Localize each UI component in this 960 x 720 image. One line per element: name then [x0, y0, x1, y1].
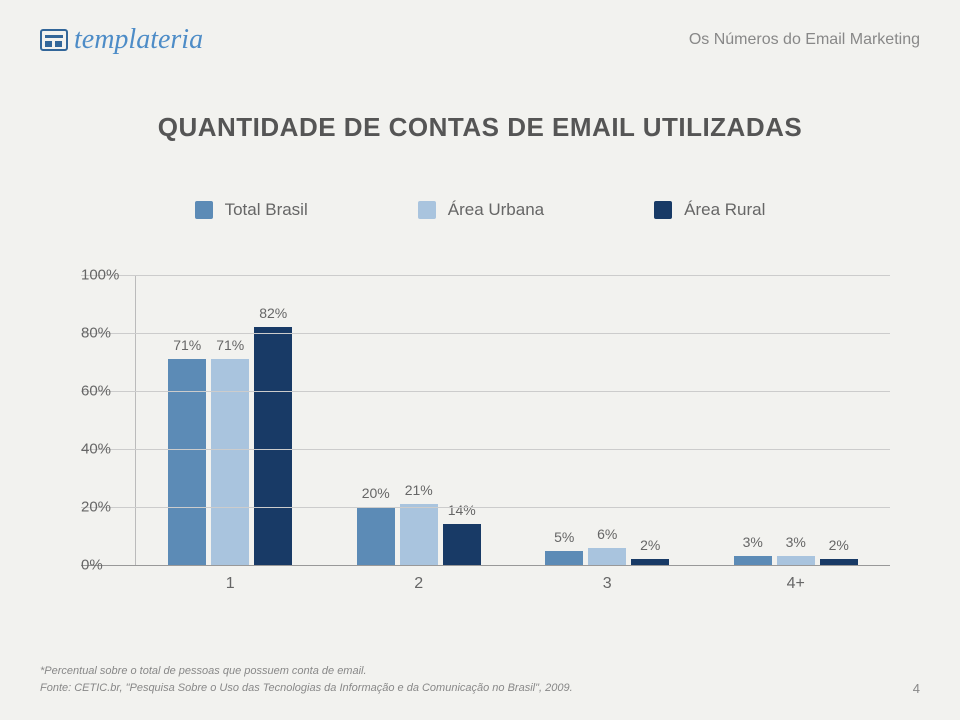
bar: 82%: [254, 327, 292, 565]
bars: 3%3%2%: [734, 556, 858, 565]
y-tick-label: 100%: [81, 267, 129, 284]
bar: 3%: [734, 556, 772, 565]
legend-item: Total Brasil: [195, 200, 308, 220]
bar-group: 20%21%14%2: [325, 275, 514, 565]
bar-value-label: 6%: [597, 526, 617, 542]
bars: 5%6%2%: [545, 548, 669, 565]
bars: 20%21%14%: [357, 504, 481, 565]
logo: templateria: [40, 24, 203, 56]
gridline: [81, 275, 890, 276]
legend-swatch: [654, 201, 672, 219]
y-tick-label: 20%: [81, 499, 129, 516]
header: templateria Os Números do Email Marketin…: [0, 24, 960, 56]
bar-value-label: 5%: [554, 529, 574, 545]
bar-value-label: 14%: [448, 502, 476, 518]
gridline: [81, 507, 890, 508]
gridline: [81, 565, 890, 566]
chart-title: QUANTIDADE DE CONTAS DE EMAIL UTILIZADAS: [0, 112, 960, 143]
bar-value-label: 82%: [259, 305, 287, 321]
legend-label: Total Brasil: [225, 200, 308, 220]
footnote-line-2: Fonte: CETIC.br, "Pesquisa Sobre o Uso d…: [40, 680, 920, 697]
y-tick-label: 60%: [81, 383, 129, 400]
bar: 5%: [545, 551, 583, 566]
category-label: 4+: [787, 575, 805, 593]
gridline: [81, 391, 890, 392]
legend-swatch: [418, 201, 436, 219]
category-label: 3: [603, 575, 612, 593]
bar: 21%: [400, 504, 438, 565]
bar-value-label: 2%: [829, 537, 849, 553]
bar-group: 71%71%82%1: [136, 275, 325, 565]
gridline: [81, 333, 890, 334]
bar: 20%: [357, 507, 395, 565]
page-title: Os Números do Email Marketing: [689, 31, 920, 49]
bar: 6%: [588, 548, 626, 565]
bar-group: 5%6%2%3: [513, 275, 702, 565]
category-label: 2: [414, 575, 423, 593]
logo-icon: [40, 29, 68, 51]
y-tick-label: 40%: [81, 441, 129, 458]
bar-group: 3%3%2%4+: [702, 275, 891, 565]
legend-item: Área Rural: [654, 200, 765, 220]
y-tick-label: 80%: [81, 325, 129, 342]
legend-swatch: [195, 201, 213, 219]
plot: 71%71%82%120%21%14%25%6%2%33%3%2%4+ 0%20…: [135, 275, 890, 565]
gridline: [81, 449, 890, 450]
bar: 71%: [211, 359, 249, 565]
logo-text: templateria: [74, 24, 203, 56]
chart-area: 71%71%82%120%21%14%25%6%2%33%3%2%4+ 0%20…: [80, 275, 890, 595]
bar-value-label: 71%: [173, 337, 201, 353]
bar: 71%: [168, 359, 206, 565]
bar-groups: 71%71%82%120%21%14%25%6%2%33%3%2%4+: [136, 275, 890, 565]
footnotes: *Percentual sobre o total de pessoas que…: [40, 663, 920, 696]
bar-value-label: 21%: [405, 482, 433, 498]
bar: 14%: [443, 524, 481, 565]
bar-value-label: 3%: [743, 534, 763, 550]
bar: 3%: [777, 556, 815, 565]
bar-value-label: 71%: [216, 337, 244, 353]
legend-item: Área Urbana: [418, 200, 544, 220]
footnote-line-1: *Percentual sobre o total de pessoas que…: [40, 663, 920, 680]
category-label: 1: [226, 575, 235, 593]
legend-label: Área Rural: [684, 200, 765, 220]
legend-label: Área Urbana: [448, 200, 544, 220]
legend: Total Brasil Área Urbana Área Rural: [0, 200, 960, 220]
bars: 71%71%82%: [168, 327, 292, 565]
bar-value-label: 3%: [786, 534, 806, 550]
bar-value-label: 2%: [640, 537, 660, 553]
bar-value-label: 20%: [362, 485, 390, 501]
page-number: 4: [913, 681, 920, 696]
y-tick-label: 0%: [81, 557, 129, 574]
